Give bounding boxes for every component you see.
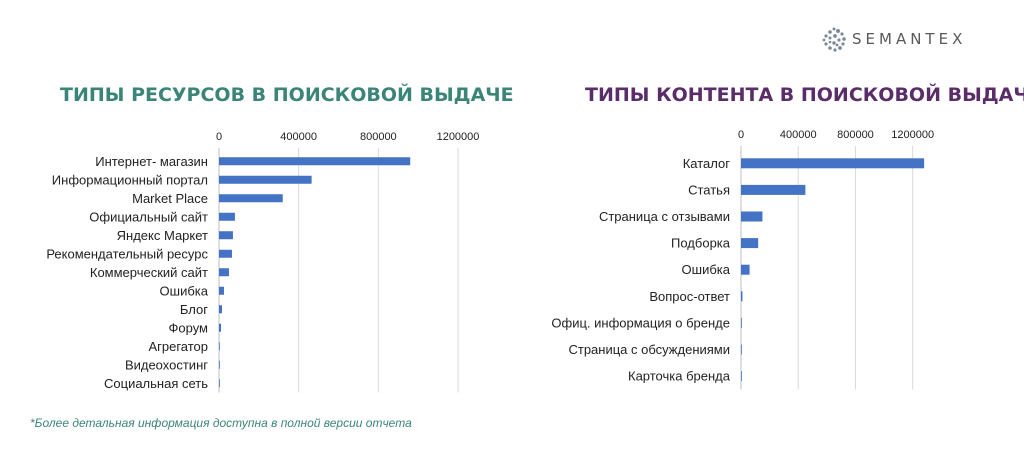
category-label: Страница с отзывами bbox=[599, 209, 730, 224]
category-label: Блог bbox=[180, 302, 208, 317]
category-label: Официальный сайт bbox=[89, 209, 208, 224]
category-label: Каталог bbox=[683, 156, 731, 171]
x-tick-label: 400000 bbox=[280, 131, 317, 143]
category-label: Яндекс Маркет bbox=[117, 228, 208, 243]
bar-resource-11 bbox=[219, 360, 220, 369]
category-label: Карточка бренда bbox=[628, 369, 731, 384]
category-label: Форум bbox=[169, 320, 209, 335]
category-label: Рекомендательный ресурс bbox=[46, 246, 208, 261]
footnote: *Более детальная информация доступна в п… bbox=[30, 416, 412, 430]
category-label: Вопрос-ответ bbox=[649, 289, 730, 304]
bar-content-0 bbox=[741, 158, 925, 169]
bar-resource-7 bbox=[219, 286, 224, 295]
right-chart-title: ТИПЫ КОНТЕНТА В ПОИСКОВОЙ ВЫДАЧЕ bbox=[585, 84, 1024, 106]
bar-resource-8 bbox=[219, 305, 222, 314]
x-tick-label: 1200000 bbox=[437, 131, 480, 143]
bar-resource-0 bbox=[219, 157, 411, 166]
bar-content-7 bbox=[741, 344, 742, 355]
logo-text: SEMANTEX bbox=[852, 30, 967, 48]
bar-resource-6 bbox=[219, 268, 229, 277]
right-bar-chart: 0 400000 800000 1200000 Каталог Статья Страниц… bbox=[551, 129, 934, 390]
bar-content-8 bbox=[741, 371, 742, 382]
category-label: Интернет- магазин bbox=[95, 154, 208, 169]
bar-resource-9 bbox=[219, 323, 221, 332]
x-tick-label: 0 bbox=[738, 129, 744, 141]
category-label: Ошибка bbox=[160, 283, 209, 298]
bar-resource-1 bbox=[219, 175, 312, 184]
bar-resource-10 bbox=[219, 342, 220, 351]
category-label: Подборка bbox=[671, 236, 731, 251]
bar-resource-3 bbox=[219, 212, 235, 221]
bar-content-3 bbox=[741, 238, 759, 249]
bar-content-1 bbox=[741, 184, 806, 195]
semantex-logo-icon bbox=[822, 27, 846, 52]
category-label: Социальная сеть bbox=[104, 376, 208, 391]
category-label: Ошибка bbox=[682, 262, 731, 277]
bar-resource-4 bbox=[219, 231, 233, 240]
category-label: Видеохостинг bbox=[125, 357, 208, 372]
bar-content-5 bbox=[741, 291, 743, 302]
category-label: Агрегатор bbox=[148, 339, 208, 354]
bar-resource-2 bbox=[219, 194, 283, 203]
category-label: Страница с обсуждениями bbox=[568, 342, 730, 357]
bar-resource-5 bbox=[219, 249, 232, 258]
category-label: Офиц. информация о бренде bbox=[551, 315, 730, 330]
bar-content-4 bbox=[741, 264, 750, 275]
category-label: Информационный портал bbox=[52, 172, 208, 187]
left-bar-chart: 0 400000 800000 1200000 Интернет- магазин Инф… bbox=[46, 131, 480, 393]
bar-resource-12 bbox=[219, 379, 220, 388]
category-label: Статья bbox=[688, 182, 730, 197]
category-label: Market Place bbox=[132, 191, 208, 206]
bar-content-6 bbox=[741, 317, 742, 328]
x-tick-label: 400000 bbox=[780, 129, 817, 141]
bar-content-2 bbox=[741, 211, 763, 222]
x-tick-label: 1200000 bbox=[891, 129, 934, 141]
x-tick-label: 800000 bbox=[360, 131, 397, 143]
x-tick-label: 800000 bbox=[837, 129, 874, 141]
category-label: Коммерческий сайт bbox=[90, 265, 208, 280]
x-tick-label: 0 bbox=[216, 131, 222, 143]
left-chart-title: ТИПЫ РЕСУРСОВ В ПОИСКОВОЙ ВЫДАЧЕ bbox=[60, 84, 514, 106]
